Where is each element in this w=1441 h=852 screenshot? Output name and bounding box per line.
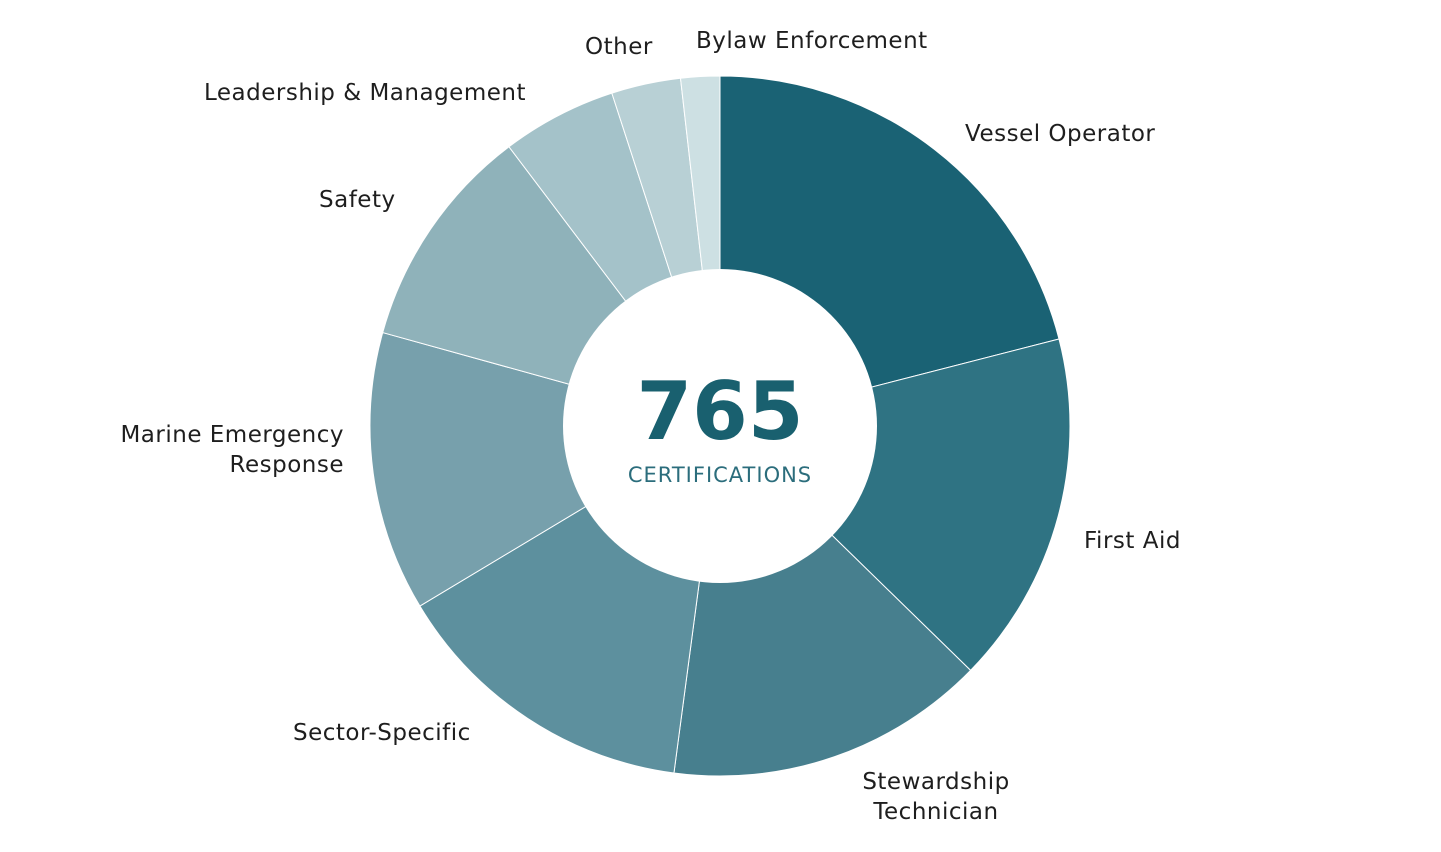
label-other: Other bbox=[585, 34, 653, 60]
label-bylaw-enforcement: Bylaw Enforcement bbox=[696, 28, 928, 54]
total-value: 765 bbox=[636, 365, 804, 458]
slice-marine-emergency-response bbox=[369, 331, 722, 607]
label-safety: Safety bbox=[319, 187, 396, 213]
label-vessel-operator: Vessel Operator bbox=[965, 121, 1156, 147]
label-stewardship-technician: Stewardship Technician bbox=[862, 769, 1010, 825]
label-marine-emergency-response: Marine Emergency Response bbox=[120, 422, 344, 478]
label-sector-specific: Sector-Specific bbox=[293, 720, 471, 746]
total-caption: CERTIFICATIONS bbox=[627, 463, 813, 487]
donut-hole bbox=[563, 269, 877, 583]
label-leadership-management: Leadership & Management bbox=[204, 80, 526, 106]
label-first-aid: First Aid bbox=[1084, 528, 1181, 554]
